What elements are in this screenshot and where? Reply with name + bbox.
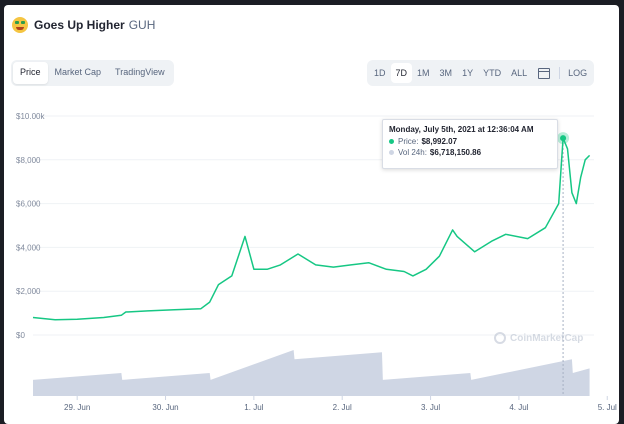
range-1m-button[interactable]: 1M: [417, 68, 430, 78]
x-tick-label: 1. Jul: [244, 403, 263, 412]
range-7d-button[interactable]: 7D: [390, 63, 413, 83]
x-tick-label: 2. Jul: [333, 403, 352, 412]
coinmarketcap-logo-icon: [494, 332, 506, 344]
divider: [559, 67, 561, 79]
x-tick-label: 4. Jul: [509, 403, 528, 412]
y-tick-label: $8,000: [16, 156, 41, 165]
calendar-icon[interactable]: [538, 67, 551, 79]
tooltip-volume-row: Vol 24h: $6,718,150.86: [389, 148, 551, 157]
tab-market-cap[interactable]: Market Cap: [54, 67, 102, 77]
tab-price[interactable]: Price: [13, 62, 48, 84]
price-tooltip: Monday, July 5th, 2021 at 12:36:04 AM Pr…: [382, 119, 558, 169]
tooltip-price-value: $8,992.07: [421, 137, 458, 146]
y-tick-label: $4,000: [16, 243, 41, 252]
x-tick-label: 5. Jul: [598, 403, 617, 412]
range-all-button[interactable]: ALL: [511, 68, 528, 78]
y-tick-label: $6,000: [16, 200, 41, 209]
range-3m-button[interactable]: 3M: [439, 68, 453, 78]
tooltip-date: Monday, July 5th, 2021 at 12:36:04 AM: [389, 125, 534, 134]
log-scale-button[interactable]: LOG: [568, 68, 588, 78]
y-tick-label: $0: [16, 331, 25, 340]
tab-tradingview[interactable]: TradingView: [115, 67, 165, 77]
coinmarketcap-watermark: CoinMarketCap: [494, 332, 583, 344]
x-tick-label: 3. Jul: [421, 403, 440, 412]
watermark-text: CoinMarketCap: [510, 332, 584, 344]
y-tick-label: $10.00k: [16, 112, 45, 121]
volume-area: [33, 350, 590, 396]
price-series-line: [32, 137, 591, 321]
range-ytd-button[interactable]: YTD: [483, 68, 502, 78]
x-tick-label: 30. Jun: [152, 403, 178, 412]
hover-point: [560, 135, 567, 142]
time-range-selector: 1D 7D 1M 3M 1Y YTD ALL LOG: [367, 60, 595, 86]
y-tick-label: $2,000: [16, 287, 41, 296]
chart-card: Goes Up Higher GUH Price Market Cap Trad…: [4, 5, 619, 424]
range-1d-button[interactable]: 1D: [374, 68, 386, 78]
x-tick-label: 29. Jun: [64, 403, 90, 412]
coin-name: Goes Up Higher: [34, 18, 125, 32]
coin-symbol: GUH: [128, 18, 156, 32]
price-dot-icon: [389, 139, 394, 144]
volume-dot-icon: [389, 150, 394, 155]
range-1y-button[interactable]: 1Y: [462, 68, 474, 78]
tooltip-volume-value: $6,718,150.86: [429, 148, 482, 157]
coin-header: Goes Up Higher GUH: [12, 15, 155, 35]
chart-type-tabs: Price Market Cap TradingView: [11, 60, 174, 86]
top-window-strip: [0, 0, 624, 5]
price-chart[interactable]: $0 $2,000 $4,000 $6,000 $8,000 $10.00k 29. Jun…: [4, 5, 619, 424]
tooltip-volume-label: Vol 24h:: [398, 148, 427, 157]
grinning-money-face-icon: [12, 17, 28, 33]
tooltip-price-label: Price:: [398, 137, 419, 146]
tooltip-price-row: Price: $8,992.07: [389, 137, 551, 146]
